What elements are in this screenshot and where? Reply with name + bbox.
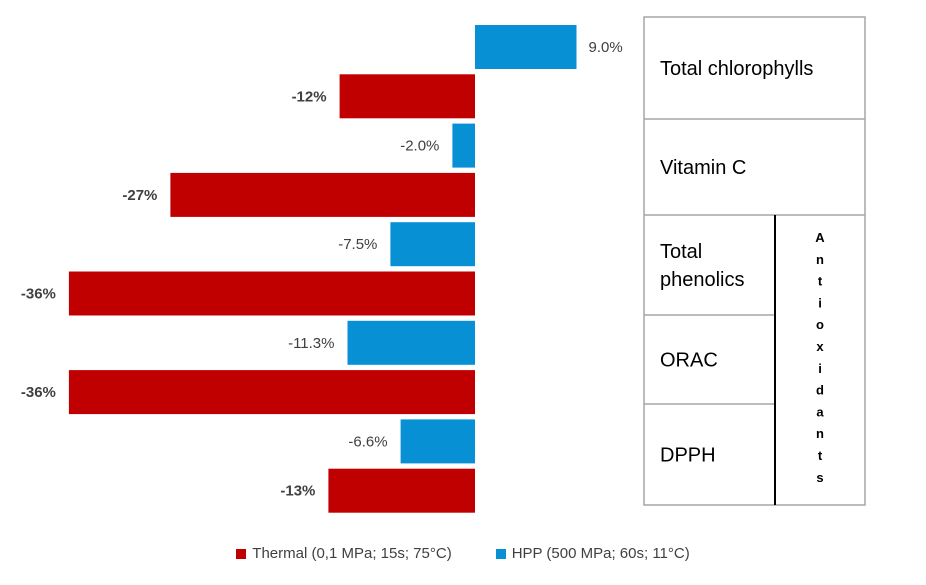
legend-item-thermal: Thermal (0,1 MPa; 15s; 75°C)	[236, 545, 452, 562]
bar-hpp-6	[347, 320, 475, 365]
bars-layer	[68, 25, 577, 513]
bar-thermal-9	[328, 468, 475, 513]
category-label-1: Vitamin C	[660, 157, 746, 179]
bar-hpp-4	[390, 222, 475, 267]
legend-item-hpp: HPP (500 MPa; 60s; 11°C)	[495, 545, 690, 562]
value-label-8: -6.6%	[348, 433, 387, 450]
category-label-4: DPPH	[660, 445, 716, 467]
value-labels: 9.0% -12% -2.0% -27% -7.5% -36% -11.3% -36% -6.6…	[21, 39, 623, 500]
value-label-5: -36%	[21, 286, 56, 303]
value-label-3: -27%	[122, 187, 157, 204]
value-label-7: -36%	[21, 384, 56, 401]
bar-thermal-3	[170, 172, 475, 217]
bar-hpp-2	[452, 123, 475, 168]
bar-hpp-0	[475, 25, 577, 69]
legend-label-hpp: HPP (500 MPa; 60s; 11°C)	[511, 545, 690, 562]
legend: Thermal (0,1 MPa; 15s; 75°C) HPP (500 MP…	[0, 545, 926, 562]
category-label-3: ORAC	[660, 350, 718, 372]
value-label-6: -11.3%	[288, 335, 334, 352]
legend-swatch-thermal	[236, 548, 247, 559]
category-table: Total chlorophylls Vitamin C Total phenolic…	[643, 16, 866, 506]
category-label-0: Total chlorophylls	[660, 58, 813, 80]
category-label-2: Total phenolics	[660, 241, 745, 291]
bar-thermal-1	[339, 74, 475, 119]
table-border	[643, 16, 866, 506]
value-label-1: -12%	[292, 88, 327, 105]
legend-swatch-hpp	[495, 548, 506, 559]
legend-label-thermal: Thermal (0,1 MPa; 15s; 75°C)	[252, 545, 452, 562]
bar-thermal-7	[68, 370, 476, 415]
bar-thermal-5	[68, 271, 476, 316]
value-label-2: -2.0%	[400, 138, 439, 155]
value-label-4: -7.5%	[338, 236, 377, 253]
bar-hpp-8	[400, 419, 475, 464]
value-label-9: -13%	[280, 483, 315, 500]
value-label-0: 9.0%	[589, 39, 623, 56]
